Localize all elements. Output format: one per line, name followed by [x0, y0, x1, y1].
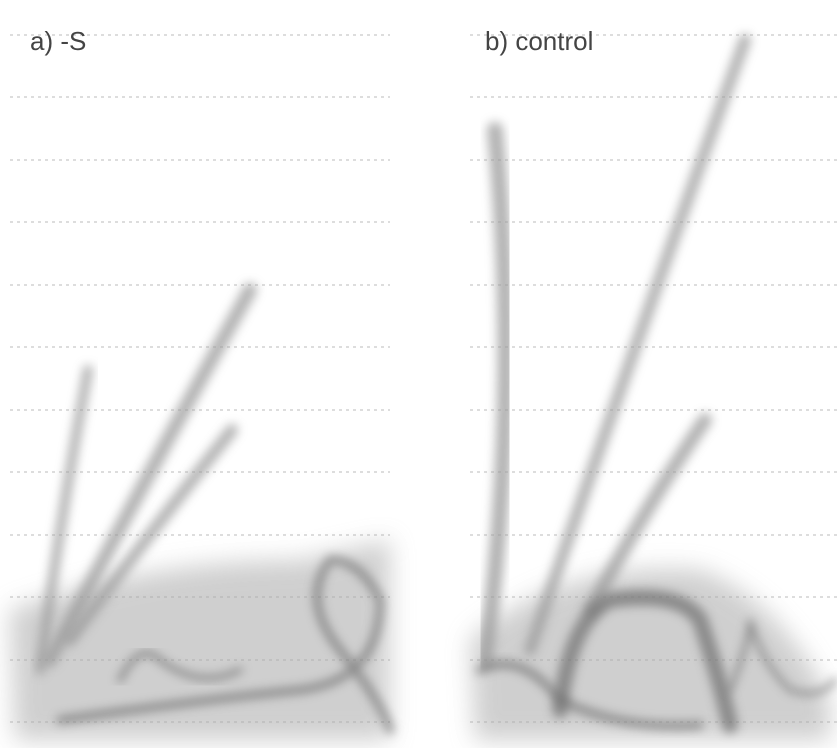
point-cloud [470, 34, 837, 740]
panel-label: a) -S [30, 26, 86, 56]
panel-label: b) control [485, 26, 593, 56]
panel-b: b) control [470, 26, 837, 740]
panel-a: a) -S [10, 26, 394, 740]
point-cloud [10, 283, 394, 740]
